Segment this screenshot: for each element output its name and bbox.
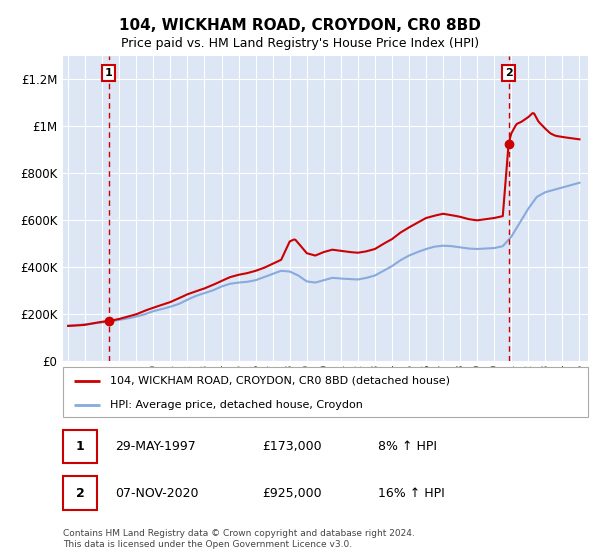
Text: 1: 1 <box>76 440 85 453</box>
Text: 29-MAY-1997: 29-MAY-1997 <box>115 440 196 453</box>
FancyBboxPatch shape <box>63 476 97 510</box>
Text: 2: 2 <box>505 68 512 78</box>
Text: 104, WICKHAM ROAD, CROYDON, CR0 8BD: 104, WICKHAM ROAD, CROYDON, CR0 8BD <box>119 18 481 32</box>
Text: 2: 2 <box>76 487 85 500</box>
Text: 07-NOV-2020: 07-NOV-2020 <box>115 487 199 500</box>
Text: Contains HM Land Registry data © Crown copyright and database right 2024.
This d: Contains HM Land Registry data © Crown c… <box>63 529 415 549</box>
Text: 104, WICKHAM ROAD, CROYDON, CR0 8BD (detached house): 104, WICKHAM ROAD, CROYDON, CR0 8BD (det… <box>110 376 450 386</box>
Text: 1: 1 <box>105 68 113 78</box>
Text: £173,000: £173,000 <box>263 440 322 453</box>
Text: £925,000: £925,000 <box>263 487 322 500</box>
Text: 8% ↑ HPI: 8% ↑ HPI <box>378 440 437 453</box>
FancyBboxPatch shape <box>63 367 588 417</box>
Text: HPI: Average price, detached house, Croydon: HPI: Average price, detached house, Croy… <box>110 400 363 409</box>
Text: Price paid vs. HM Land Registry's House Price Index (HPI): Price paid vs. HM Land Registry's House … <box>121 37 479 50</box>
Text: 16% ↑ HPI: 16% ↑ HPI <box>378 487 445 500</box>
FancyBboxPatch shape <box>63 430 97 464</box>
